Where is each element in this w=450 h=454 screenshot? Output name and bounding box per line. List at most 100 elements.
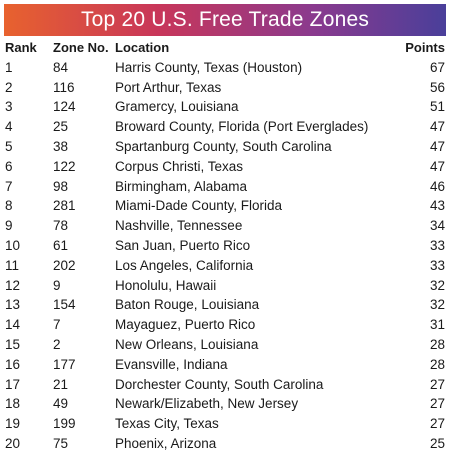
- zone-number-cell: 98: [53, 178, 69, 194]
- zone-number-cell: 124: [53, 99, 76, 115]
- zone-number-cell: 116: [53, 79, 75, 95]
- column-header-rank: Rank: [5, 40, 37, 55]
- zone-number-cell: 177: [53, 356, 76, 372]
- zone-number-cell: 38: [53, 138, 69, 154]
- zone-number-cell: 61: [53, 237, 69, 253]
- table-row: 14 7 Mayaguez, Puerto Rico 31: [4, 315, 449, 335]
- table-title: Top 20 U.S. Free Trade Zones: [80, 8, 370, 31]
- table-row: 11 202 Los Angeles, California 33: [4, 256, 449, 276]
- points-cell: 28: [429, 336, 445, 352]
- points-cell: 46: [429, 178, 445, 194]
- zone-number-cell: 84: [53, 59, 69, 75]
- rank-cell: 16: [5, 356, 21, 372]
- location-cell: Corpus Christi, Texas: [115, 158, 244, 174]
- points-cell: 47: [429, 119, 445, 135]
- table-row: 9 78 Nashville, Tennessee 34: [4, 216, 449, 236]
- zone-number-cell: 7: [53, 317, 61, 333]
- points-cell: 32: [429, 297, 445, 313]
- column-header-zone-no: Zone No.: [53, 40, 109, 55]
- column-header-points: Points: [405, 40, 445, 55]
- location-cell: New Orleans, Louisiana: [115, 336, 259, 352]
- points-cell: 27: [429, 416, 445, 432]
- table-row: 12 9 Honolulu, Hawaii 32: [4, 276, 449, 296]
- points-cell: 27: [429, 396, 445, 412]
- table-row: 13 154 Baton Rouge, Louisiana 32: [4, 295, 449, 315]
- table-row: 4 25 Broward County, Florida (Port Evergla…: [4, 117, 449, 137]
- location-cell: Port Arthur, Texas: [115, 79, 222, 95]
- points-cell: 32: [429, 277, 445, 293]
- location-cell: Los Angeles, California: [115, 257, 254, 273]
- rank-cell: 15: [5, 336, 21, 352]
- location-cell: Newark/Elizabeth, New Jersey: [115, 396, 299, 412]
- points-cell: 43: [429, 198, 445, 214]
- points-cell: 28: [429, 356, 445, 372]
- rank-cell: 18: [5, 396, 21, 412]
- points-cell: 31: [429, 317, 445, 333]
- points-cell: 34: [429, 218, 445, 234]
- table-row: 10 61 San Juan, Puerto Rico 33: [4, 236, 449, 256]
- rank-cell: 11: [5, 257, 20, 273]
- rank-cell: 13: [5, 297, 21, 313]
- rank-cell: 2: [5, 79, 13, 95]
- rank-cell: 12: [5, 277, 21, 293]
- location-cell: Phoenix, Arizona: [115, 435, 217, 451]
- rank-cell: 8: [5, 198, 13, 214]
- table-row: 19 199 Texas City, Texas 27: [4, 414, 449, 434]
- table-body: 1 84 Harris County, Texas (Houston) 67 2 116 P…: [4, 58, 449, 454]
- zone-number-cell: 202: [53, 257, 76, 273]
- location-cell: Birmingham, Alabama: [115, 178, 248, 194]
- zone-number-cell: 21: [53, 376, 69, 392]
- zone-number-cell: 78: [53, 218, 69, 234]
- zone-number-cell: 2: [53, 336, 61, 352]
- table-row: 17 21 Dorchester County, South Carolina 27: [4, 375, 449, 395]
- table-figure: Top 20 U.S. Free Trade Zones Rank Zone N…: [4, 4, 446, 451]
- points-cell: 33: [429, 237, 445, 253]
- zone-number-cell: 154: [53, 297, 76, 313]
- points-cell: 47: [429, 138, 445, 154]
- rank-cell: 7: [5, 178, 13, 194]
- rank-cell: 6: [5, 158, 13, 174]
- rank-cell: 17: [5, 376, 21, 392]
- table-row: 3 124 Gramercy, Louisiana 51: [4, 97, 449, 117]
- location-cell: Baton Rouge, Louisiana: [115, 297, 260, 313]
- rank-cell: 3: [5, 99, 13, 115]
- points-cell: 47: [429, 158, 445, 174]
- table-row: 7 98 Birmingham, Alabama 46: [4, 177, 449, 197]
- location-cell: Miami-Dade County, Florida: [115, 198, 283, 214]
- rank-cell: 19: [5, 416, 21, 432]
- rank-cell: 20: [5, 435, 21, 451]
- rank-cell: 14: [5, 317, 21, 333]
- table-row: 18 49 Newark/Elizabeth, New Jersey 27: [4, 394, 449, 414]
- table-row: 6 122 Corpus Christi, Texas 47: [4, 157, 449, 177]
- column-header-location: Location: [115, 40, 170, 55]
- zone-number-cell: 281: [53, 198, 76, 214]
- table-row: 8 281 Miami-Dade County, Florida 43: [4, 196, 449, 216]
- location-cell: Mayaguez, Puerto Rico: [115, 317, 256, 333]
- rank-cell: 9: [5, 218, 13, 234]
- location-cell: Texas City, Texas: [115, 416, 219, 432]
- rank-cell: 10: [5, 237, 21, 253]
- location-cell: Evansville, Indiana: [115, 356, 228, 372]
- location-cell: Harris County, Texas (Houston): [115, 59, 303, 75]
- table-row: 16 177 Evansville, Indiana 28: [4, 355, 449, 375]
- rank-cell: 4: [5, 119, 13, 135]
- location-cell: Honolulu, Hawaii: [115, 277, 217, 293]
- zone-number-cell: 75: [53, 435, 69, 451]
- location-cell: San Juan, Puerto Rico: [115, 237, 251, 253]
- table-row: 1 84 Harris County, Texas (Houston) 67: [4, 58, 449, 78]
- zone-number-cell: 199: [53, 416, 76, 432]
- location-cell: Spartanburg County, South Carolina: [115, 138, 332, 154]
- location-cell: Nashville, Tennessee: [115, 218, 243, 234]
- trade-zones-table: Rank Zone No. Location Points 1 8 4 Harris …: [4, 38, 449, 454]
- location-cell: Gramercy, Louisiana: [115, 99, 239, 115]
- location-cell: Dorchester County, South Carolina: [115, 376, 324, 392]
- table-row: 5 38 Spartanburg County, South Carolina 47: [4, 137, 449, 157]
- points-cell: 27: [429, 376, 445, 392]
- points-cell: 56: [429, 79, 445, 95]
- table-row: 15 2 New Orleans, Louisiana 28: [4, 335, 449, 355]
- title-bar: Top 20 U.S. Free Trade Zones: [4, 4, 446, 36]
- points-cell: 51: [429, 99, 445, 115]
- zone-number-cell: 9: [53, 277, 61, 293]
- header-row: Rank Zone No. Location Points: [4, 38, 449, 58]
- rank-cell: 5: [5, 138, 13, 154]
